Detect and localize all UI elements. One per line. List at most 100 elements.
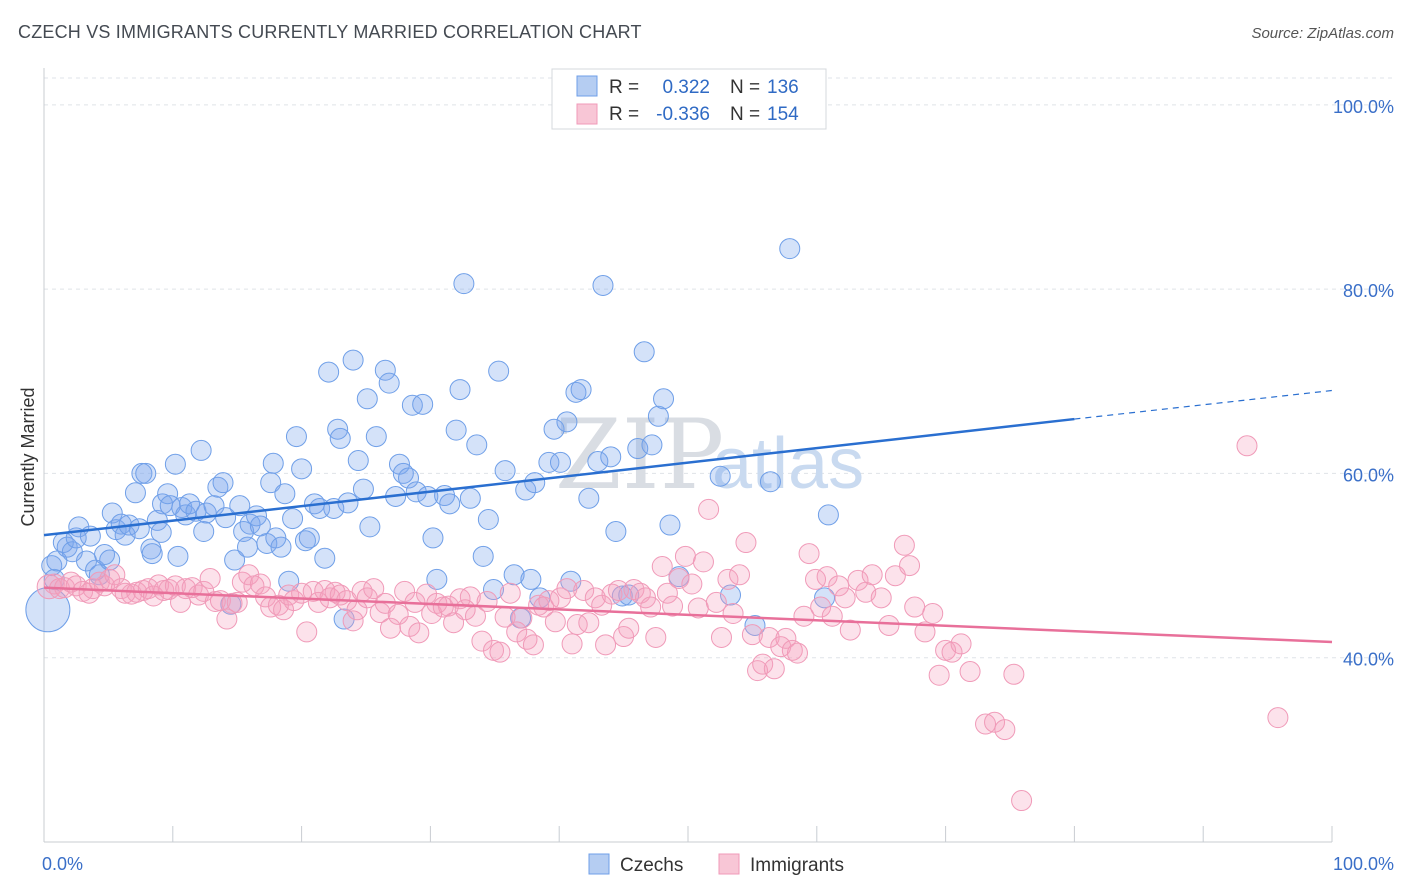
bottom-legend-swatch-czechs [588, 853, 610, 875]
czech-point [359, 516, 381, 538]
czech-point [378, 372, 400, 394]
immigrant-point [729, 564, 751, 586]
immigrant-point [342, 610, 364, 632]
czech-point [659, 514, 681, 536]
immigrant-point [758, 626, 780, 648]
watermark-zip: ZIP [555, 399, 724, 511]
legend-n-label-czechs: N = [730, 77, 760, 98]
immigrant-point [847, 569, 869, 591]
immigrant-point [499, 582, 521, 604]
immigrant-point [249, 573, 271, 595]
czech-point [374, 359, 396, 381]
immigrant-point [1236, 435, 1258, 457]
immigrant-point [681, 573, 703, 595]
czech-point [224, 549, 246, 571]
czechs-trend-line [43, 417, 1075, 537]
czech-point [720, 584, 742, 606]
immigrant-point [717, 568, 739, 590]
immigrant-point [656, 582, 678, 604]
immigrant-point [705, 591, 727, 613]
czech-point [653, 388, 675, 410]
czech-point [190, 439, 212, 461]
immigrant-point [984, 711, 1006, 733]
czech-point [759, 471, 781, 493]
immigrant-point [1011, 790, 1033, 812]
czech-point [483, 579, 505, 601]
czech-point [262, 452, 284, 474]
legend-r-label-immigrants: R = [609, 104, 639, 125]
immigrant-point [810, 596, 832, 618]
czech-point [587, 450, 609, 472]
immigrant-point [674, 545, 696, 567]
immigrants-trend-line [43, 586, 1333, 644]
czech-point [318, 361, 340, 383]
czech-point [212, 472, 234, 494]
czech-point [101, 502, 123, 524]
czech-point [426, 568, 448, 590]
czech-point [494, 460, 516, 482]
czech-point [453, 273, 475, 295]
immigrant-point [922, 602, 944, 624]
immigrant-point [511, 607, 533, 629]
immigrant-point [489, 641, 511, 663]
immigrant-point [950, 633, 972, 655]
y-tick-label: 100.0% [1333, 97, 1394, 117]
czech-point [647, 405, 669, 427]
czech-point [439, 493, 461, 515]
immigrant-point [763, 658, 785, 680]
legend-swatch-immigrants [576, 103, 598, 125]
immigrant-point [928, 664, 950, 686]
immigrant-point [994, 719, 1016, 741]
czech-point [488, 360, 510, 382]
immigrant-point [645, 626, 667, 648]
legend-n-label-immigrants: N = [730, 104, 760, 125]
immigrant-point [893, 534, 915, 556]
czech-point [605, 520, 627, 542]
immigrant-point [104, 564, 126, 586]
czech-point [570, 379, 592, 401]
immigrant-point [623, 579, 645, 601]
czech-point [167, 545, 189, 567]
czech-point [779, 238, 801, 260]
bottom-legend-label-czechs: Czechs [620, 855, 683, 876]
immigrant-point [899, 555, 921, 577]
immigrant-point [839, 619, 861, 641]
immigrant-point [595, 634, 617, 656]
czech-point [329, 427, 351, 449]
chart-source: Source: ZipAtlas.com [1251, 25, 1394, 42]
czech-point [472, 545, 494, 567]
czech-point [592, 274, 614, 296]
immigrant-point [544, 611, 566, 633]
czech-point [466, 434, 488, 456]
immigrant-point [651, 555, 673, 577]
immigrant-point [878, 614, 900, 636]
czech-point [524, 472, 546, 494]
x-tick-label-max: 100.0% [1333, 854, 1394, 874]
czech-point [164, 453, 186, 475]
legend-swatch-czechs [576, 75, 598, 97]
y-tick-label: 40.0% [1343, 650, 1394, 670]
immigrant-point [296, 621, 318, 643]
czech-point [459, 487, 481, 509]
czech-point [365, 426, 387, 448]
y-axis-label: Currently Married [18, 387, 38, 526]
immigrant-point [775, 627, 797, 649]
czech-point [141, 543, 163, 565]
immigrant-point [601, 583, 623, 605]
czechs-trend-extension [1074, 389, 1333, 420]
czech-point [817, 504, 839, 526]
czech-point [298, 527, 320, 549]
legend-r-value-czechs: 0.322 [662, 77, 710, 98]
immigrant-point [471, 630, 493, 652]
immigrant-point [662, 595, 684, 617]
legend-n-value-immigrants: 154 [767, 104, 799, 125]
y-tick-labels: 100.0% 80.0% 60.0% 40.0% [1333, 97, 1394, 670]
immigrant-point [710, 626, 732, 648]
czech-point [128, 518, 150, 540]
immigrant-point [561, 633, 583, 655]
czech-point [88, 564, 110, 586]
czech-point [543, 418, 565, 440]
czech-point [352, 478, 374, 500]
immigrant-point [692, 551, 714, 573]
